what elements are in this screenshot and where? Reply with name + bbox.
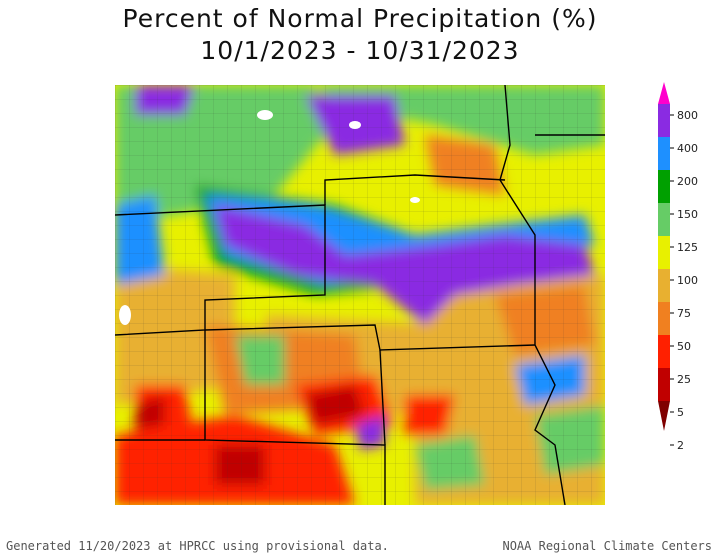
generated-note: Generated 11/20/2023 at HPRCC using prov… bbox=[6, 539, 389, 553]
legend-tick-label: 200 bbox=[677, 175, 698, 188]
legend-swatch bbox=[658, 104, 670, 137]
legend-tick-label: 2 bbox=[677, 439, 684, 452]
agency-credit: NOAA Regional Climate Centers bbox=[502, 539, 712, 553]
map-title: Percent of Normal Precipitation (%) bbox=[122, 4, 598, 33]
legend-swatch bbox=[658, 368, 670, 401]
legend-tick-label: 800 bbox=[677, 109, 698, 122]
legend-swatch bbox=[658, 203, 670, 236]
legend-arrow-top bbox=[658, 82, 670, 104]
legend-tick-label: 100 bbox=[677, 274, 698, 287]
legend-tick-label: 125 bbox=[677, 241, 698, 254]
legend-tick-label: 25 bbox=[677, 373, 691, 386]
legend-tick-label: 75 bbox=[677, 307, 691, 320]
legend-tick-label: 50 bbox=[677, 340, 691, 353]
legend-tick-label: 400 bbox=[677, 142, 698, 155]
legend-tick-label: 5 bbox=[677, 406, 684, 419]
legend-swatch bbox=[658, 335, 670, 368]
legend-arrow-bottom bbox=[658, 401, 670, 431]
legend-swatch bbox=[658, 137, 670, 170]
legend-swatch bbox=[658, 170, 670, 203]
date-range-title: 10/1/2023 - 10/31/2023 bbox=[200, 36, 520, 65]
legend-swatch bbox=[658, 302, 670, 335]
legend-swatch bbox=[658, 236, 670, 269]
color-legend: 800 400 200 150 125 100 75 50 25 5 2 bbox=[640, 76, 720, 476]
legend-tick-label: 150 bbox=[677, 208, 698, 221]
precipitation-map bbox=[114, 84, 605, 506]
legend-swatch bbox=[658, 269, 670, 302]
